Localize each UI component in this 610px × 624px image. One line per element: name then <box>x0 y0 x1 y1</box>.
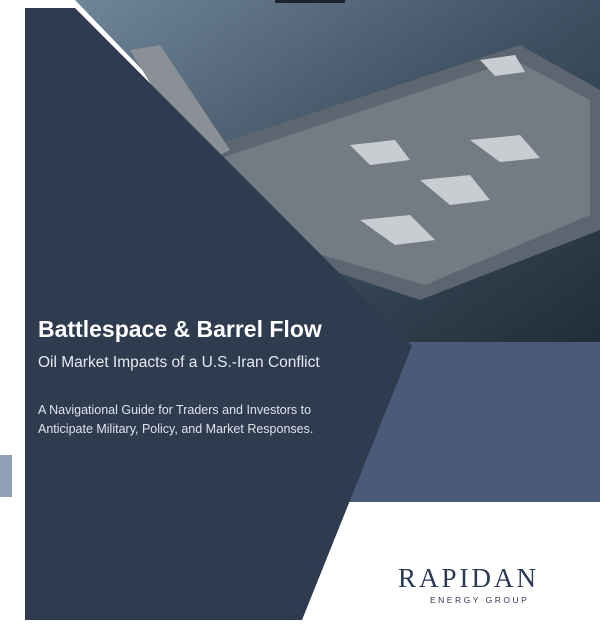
side-element <box>0 455 12 497</box>
report-cover: Battlespace & Barrel Flow Oil Market Imp… <box>0 0 610 624</box>
description-line: A Navigational Guide for Traders and Inv… <box>38 403 311 417</box>
cover-subtitle: Oil Market Impacts of a U.S.-Iran Confli… <box>38 354 320 371</box>
description-line: Anticipate Military, Policy, and Market … <box>38 422 313 436</box>
top-marker <box>275 0 345 3</box>
logo-tagline: ENERGY GROUP <box>430 595 529 605</box>
logo-name: RAPIDAN <box>398 563 539 593</box>
cover-title: Battlespace & Barrel Flow <box>38 316 322 342</box>
